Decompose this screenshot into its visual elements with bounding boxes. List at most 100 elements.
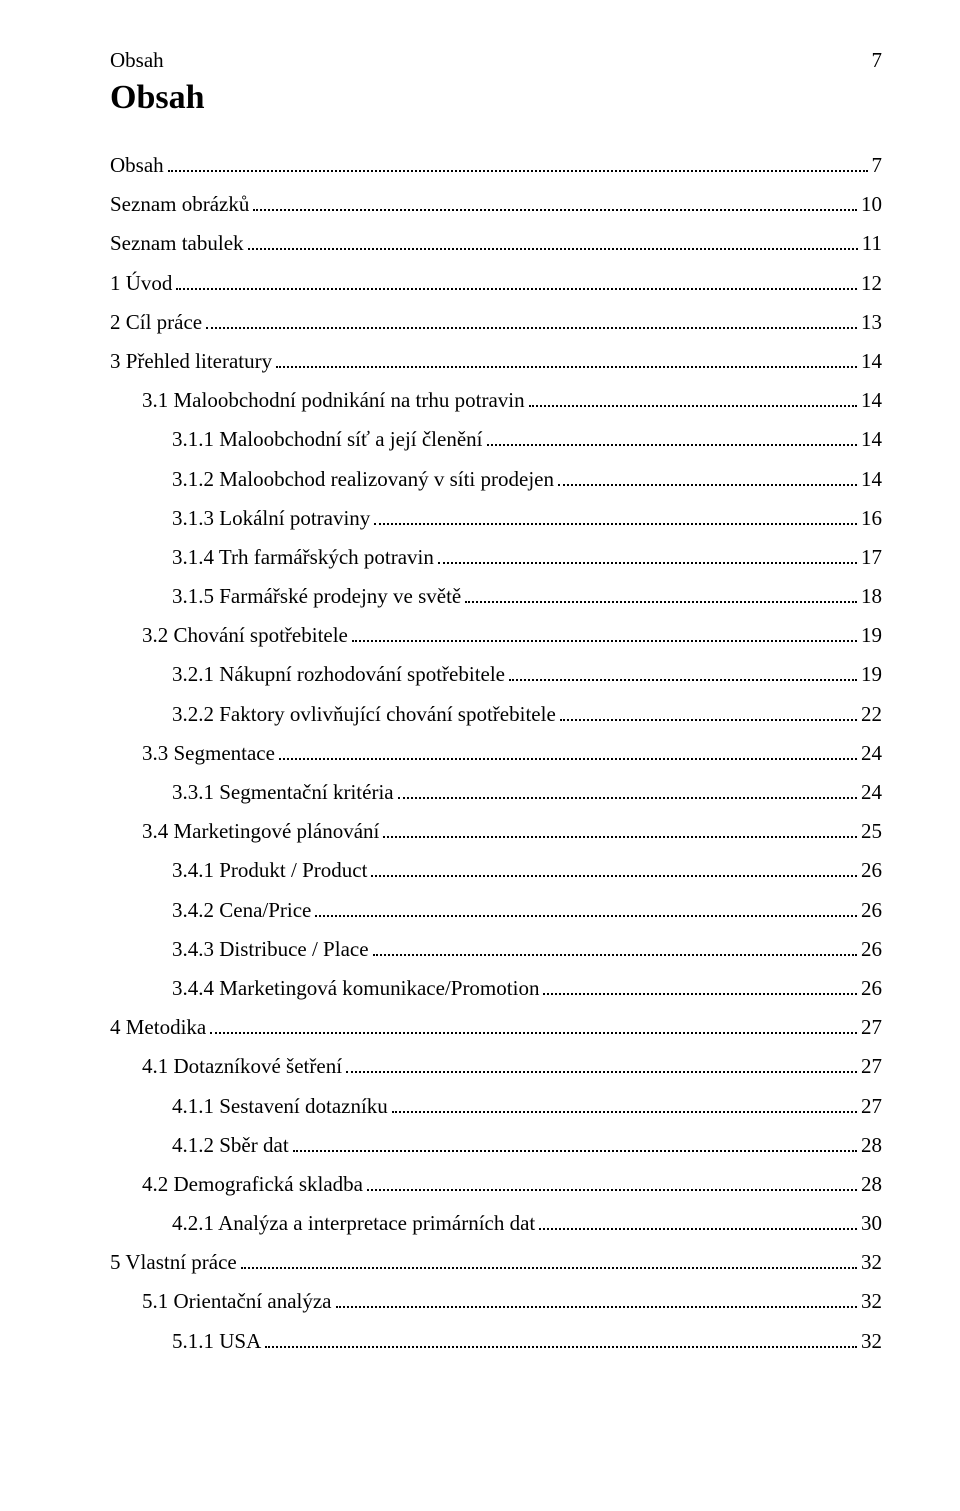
toc-entry-page: 12 bbox=[861, 273, 882, 294]
toc-entry-page: 27 bbox=[861, 1056, 882, 1077]
toc-entry-label: 3.1.3 Lokální potraviny bbox=[172, 508, 370, 529]
toc-entry-label: 3.3.1 Segmentační kritéria bbox=[172, 782, 394, 803]
toc-entry: 4.1.2 Sběr dat 28 bbox=[110, 1135, 882, 1156]
toc-entry-label: 3.1.2 Maloobchod realizovaný v síti prod… bbox=[172, 469, 554, 490]
toc-leader-dots bbox=[465, 587, 857, 603]
toc-entry-page: 14 bbox=[861, 429, 882, 450]
toc-entry-page: 26 bbox=[861, 900, 882, 921]
toc-entry-label: 4.2 Demografická skladba bbox=[142, 1174, 363, 1195]
toc-entry-page: 32 bbox=[861, 1252, 882, 1273]
toc-entry: 5.1 Orientační analýza 32 bbox=[110, 1291, 882, 1312]
toc-entry-page: 10 bbox=[861, 194, 882, 215]
toc-leader-dots bbox=[539, 1214, 857, 1230]
toc-entry-page: 26 bbox=[861, 978, 882, 999]
table-of-contents: Obsah7 Seznam obrázků10 Seznam tabulek 11 1 … bbox=[110, 155, 882, 1352]
toc-leader-dots bbox=[374, 509, 857, 525]
toc-leader-dots bbox=[276, 352, 857, 368]
toc-entry-label: 5.1 Orientační analýza bbox=[142, 1291, 332, 1312]
toc-entry-label: 3.4.4 Marketingová komunikace/Promotion bbox=[172, 978, 539, 999]
toc-entry: 3.4 Marketingové plánování 25 bbox=[110, 821, 882, 842]
toc-entry: 5.1.1 USA32 bbox=[110, 1331, 882, 1352]
toc-entry-label: 3.4.3 Distribuce / Place bbox=[172, 939, 369, 960]
toc-entry-page: 24 bbox=[861, 743, 882, 764]
toc-entry-page: 28 bbox=[861, 1174, 882, 1195]
toc-entry-page: 22 bbox=[861, 704, 882, 725]
toc-entry-label: 1 Úvod bbox=[110, 273, 172, 294]
toc-leader-dots bbox=[509, 666, 857, 682]
toc-entry: 3.2.1 Nákupní rozhodování spotřebitele19 bbox=[110, 664, 882, 685]
toc-entry-label: 4.1 Dotazníkové šetření bbox=[142, 1056, 342, 1077]
toc-entry-page: 16 bbox=[861, 508, 882, 529]
toc-entry-page: 32 bbox=[861, 1331, 882, 1352]
toc-entry-page: 18 bbox=[861, 586, 882, 607]
toc-entry-page: 19 bbox=[861, 664, 882, 685]
toc-entry: 4.2.1 Analýza a interpretace primárních … bbox=[110, 1213, 882, 1234]
toc-leader-dots bbox=[438, 548, 857, 564]
toc-entry: 3.3 Segmentace24 bbox=[110, 743, 882, 764]
toc-entry-page: 28 bbox=[861, 1135, 882, 1156]
toc-entry: 3.4.1 Produkt / Product26 bbox=[110, 860, 882, 881]
toc-leader-dots bbox=[367, 1175, 857, 1191]
toc-leader-dots bbox=[265, 1332, 857, 1348]
toc-entry-page: 32 bbox=[861, 1291, 882, 1312]
page-title: Obsah bbox=[110, 79, 882, 117]
toc-leader-dots bbox=[543, 979, 857, 995]
toc-entry-label: 4 Metodika bbox=[110, 1017, 206, 1038]
toc-entry-page: 27 bbox=[861, 1096, 882, 1117]
toc-entry: 3.2.2 Faktory ovlivňující chování spotře… bbox=[110, 704, 882, 725]
toc-entry-page: 13 bbox=[861, 312, 882, 333]
toc-entry: 4 Metodika 27 bbox=[110, 1017, 882, 1038]
toc-leader-dots bbox=[253, 196, 857, 212]
toc-entry-page: 17 bbox=[861, 547, 882, 568]
toc-leader-dots bbox=[398, 783, 857, 799]
toc-entry-label: 3.2.2 Faktory ovlivňující chování spotře… bbox=[172, 704, 556, 725]
toc-leader-dots bbox=[487, 431, 858, 447]
toc-entry-label: Seznam tabulek bbox=[110, 233, 244, 254]
toc-entry-page: 14 bbox=[861, 351, 882, 372]
toc-entry-page: 26 bbox=[861, 860, 882, 881]
toc-entry: Obsah7 bbox=[110, 155, 882, 176]
toc-entry: 3.4.3 Distribuce / Place26 bbox=[110, 939, 882, 960]
toc-entry-page: 11 bbox=[862, 233, 882, 254]
toc-leader-dots bbox=[168, 156, 868, 172]
toc-entry: 3 Přehled literatury14 bbox=[110, 351, 882, 372]
toc-entry-label: 3.2 Chování spotřebitele bbox=[142, 625, 348, 646]
toc-leader-dots bbox=[560, 705, 857, 721]
toc-entry-label: 4.1.2 Sběr dat bbox=[172, 1135, 289, 1156]
toc-entry-label: 2 Cíl práce bbox=[110, 312, 202, 333]
toc-leader-dots bbox=[558, 470, 857, 486]
toc-entry-label: 3.1 Maloobchodní podnikání na trhu potra… bbox=[142, 390, 525, 411]
toc-entry-page: 7 bbox=[872, 155, 883, 176]
toc-entry: 5 Vlastní práce32 bbox=[110, 1252, 882, 1273]
header-page-number: 7 bbox=[872, 48, 883, 73]
toc-entry: Seznam obrázků10 bbox=[110, 194, 882, 215]
toc-entry-label: 4.2.1 Analýza a interpretace primárních … bbox=[172, 1213, 535, 1234]
toc-entry-label: 3.1.1 Maloobchodní síť a její členění bbox=[172, 429, 483, 450]
toc-entry: 3.3.1 Segmentační kritéria 24 bbox=[110, 782, 882, 803]
toc-entry-page: 27 bbox=[861, 1017, 882, 1038]
toc-entry-page: 24 bbox=[861, 782, 882, 803]
toc-entry-page: 30 bbox=[861, 1213, 882, 1234]
toc-leader-dots bbox=[373, 940, 857, 956]
toc-leader-dots bbox=[210, 1018, 857, 1034]
toc-leader-dots bbox=[315, 901, 857, 917]
toc-entry: 3.1.1 Maloobchodní síť a její členění 14 bbox=[110, 429, 882, 450]
header-left: Obsah bbox=[110, 48, 164, 73]
toc-leader-dots bbox=[336, 1293, 858, 1309]
toc-entry: 4.1.1 Sestavení dotazníku 27 bbox=[110, 1096, 882, 1117]
toc-leader-dots bbox=[346, 1058, 857, 1074]
toc-leader-dots bbox=[241, 1254, 857, 1270]
toc-entry-label: 3.4 Marketingové plánování bbox=[142, 821, 379, 842]
toc-entry-page: 25 bbox=[861, 821, 882, 842]
toc-entry-label: 3.4.2 Cena/Price bbox=[172, 900, 311, 921]
toc-entry: 3.1.3 Lokální potraviny 16 bbox=[110, 508, 882, 529]
toc-leader-dots bbox=[293, 1136, 857, 1152]
toc-entry-page: 14 bbox=[861, 390, 882, 411]
toc-entry: Seznam tabulek 11 bbox=[110, 233, 882, 254]
toc-entry-label: 4.1.1 Sestavení dotazníku bbox=[172, 1096, 388, 1117]
toc-leader-dots bbox=[279, 744, 857, 760]
toc-entry: 3.1.5 Farmářské prodejny ve světě18 bbox=[110, 586, 882, 607]
toc-entry: 4.1 Dotazníkové šetření 27 bbox=[110, 1056, 882, 1077]
toc-leader-dots bbox=[206, 313, 857, 329]
toc-entry: 3.2 Chování spotřebitele19 bbox=[110, 625, 882, 646]
